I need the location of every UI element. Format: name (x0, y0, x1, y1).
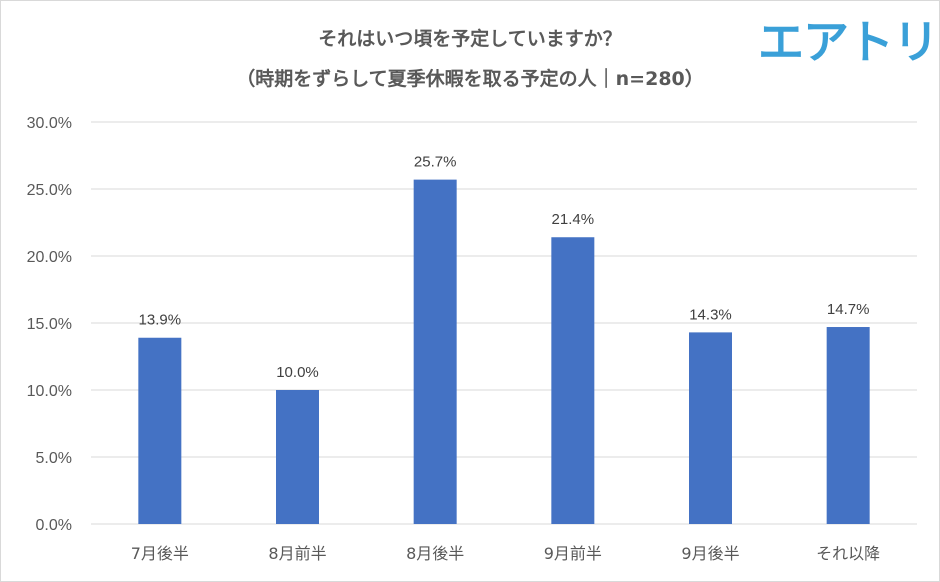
x-category-label: 8月後半 (406, 544, 464, 563)
chart-title: それはいつ頃を予定していますか？ (318, 28, 622, 50)
bar (689, 332, 732, 524)
data-labels: 13.9% 10.0% 25.7% 21.4% 14.3% 14.7% (139, 154, 870, 381)
x-category-label: 8月前半 (268, 544, 326, 563)
bar (826, 327, 870, 524)
bar (138, 337, 182, 524)
data-label: 14.3% (689, 306, 732, 323)
y-tick-label: 25.0% (27, 182, 72, 199)
bar (413, 179, 457, 524)
gridlines (91, 121, 917, 525)
x-category-label: 9月後半 (681, 544, 739, 563)
x-category-label: 9月前半 (544, 544, 602, 563)
y-tick-label: 10.0% (27, 383, 72, 400)
y-tick-label: 0.0% (36, 517, 72, 534)
y-tick-label: 20.0% (27, 249, 72, 266)
x-axis-category-labels: 7月後半 8月前半 8月後半 9月前半 9月後半 それ以降 (131, 544, 880, 563)
data-label: 25.7% (414, 154, 457, 171)
y-tick-label: 15.0% (27, 316, 72, 333)
bars (138, 179, 870, 525)
data-label: 21.4% (552, 211, 595, 228)
x-category-label: それ以降 (816, 544, 880, 563)
bar (551, 237, 595, 525)
brand-logo: エアトリ (758, 15, 939, 69)
y-tick-label: 5.0% (36, 450, 72, 467)
y-axis-tick-labels: 0.0% 5.0% 10.0% 15.0% 20.0% 25.0% 30.0% (27, 115, 72, 534)
data-label: 10.0% (276, 364, 319, 381)
data-label: 14.7% (827, 301, 870, 318)
data-label: 13.9% (139, 312, 182, 329)
x-category-label: 7月後半 (131, 544, 189, 563)
chart-subtitle: （時期をずらして夏季休暇を取る予定の人｜n=280） (236, 68, 704, 90)
bar (276, 390, 319, 524)
y-tick-label: 30.0% (27, 115, 72, 132)
